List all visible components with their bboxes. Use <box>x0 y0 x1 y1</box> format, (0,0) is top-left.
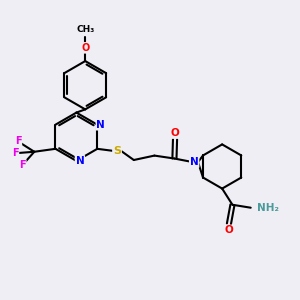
Text: F: F <box>15 136 21 146</box>
Text: NH₂: NH₂ <box>257 203 279 213</box>
Text: N: N <box>190 157 199 167</box>
Text: O: O <box>171 128 179 138</box>
Text: N: N <box>76 156 84 166</box>
Text: N: N <box>97 120 105 130</box>
Text: O: O <box>224 225 233 236</box>
Text: F: F <box>19 160 26 170</box>
Text: F: F <box>12 148 19 158</box>
Text: O: O <box>81 43 89 53</box>
Text: CH₃: CH₃ <box>76 25 94 34</box>
Text: S: S <box>113 146 121 156</box>
